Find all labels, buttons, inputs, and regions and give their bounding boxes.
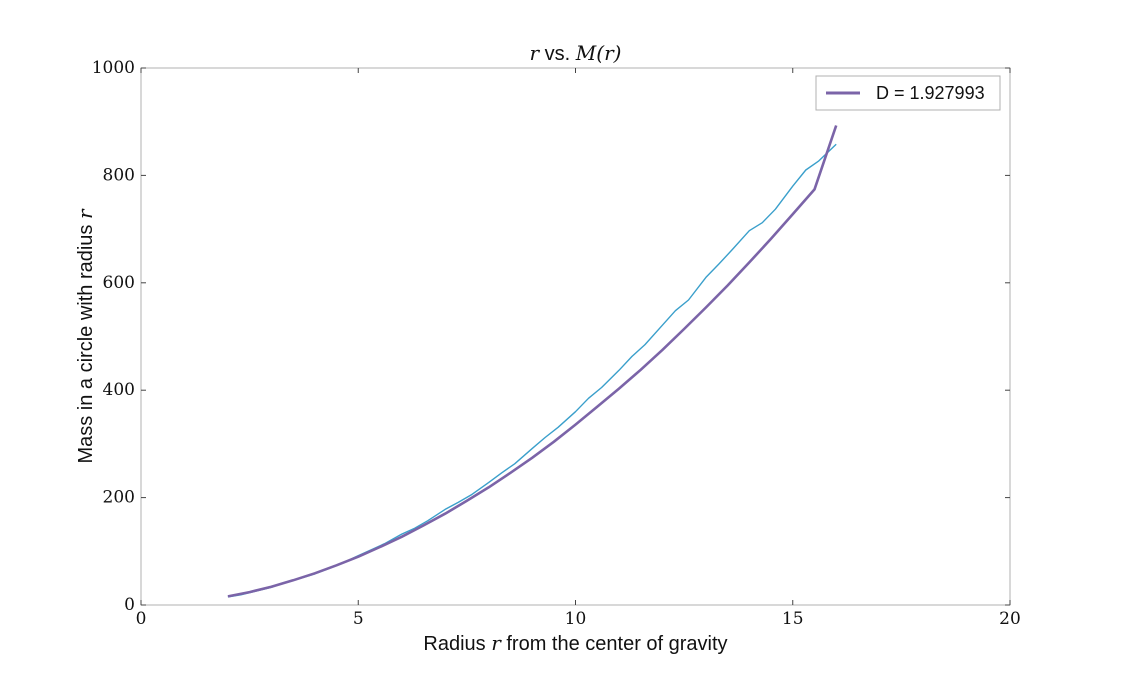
y-label-var: r xyxy=(73,208,97,219)
title-vs: vs. xyxy=(539,43,576,65)
x-tick-label: 0 xyxy=(136,609,147,629)
y-tick-label: 1000 xyxy=(92,58,135,78)
legend-label-fit: D = 1.927993 xyxy=(876,83,985,103)
y-tick-label: 0 xyxy=(124,595,135,615)
x-label-pre: Radius xyxy=(423,633,491,655)
plot-area xyxy=(140,67,1011,606)
y-tick-label: 400 xyxy=(103,380,135,400)
series-layer xyxy=(227,125,838,598)
y-axis-ticks: 0 200 400 600 800 1000 xyxy=(92,58,1010,615)
x-tick-label: 20 xyxy=(999,609,1021,629)
x-label-post: from the center of gravity xyxy=(501,633,728,655)
title-var: r xyxy=(530,41,541,65)
y-label-pre: Mass in a circle with radius xyxy=(75,219,97,464)
x-label-var: r xyxy=(491,631,502,655)
x-tick-label: 5 xyxy=(353,609,364,629)
chart-title: r vs. M(r) xyxy=(530,41,622,65)
fit-line xyxy=(227,125,838,598)
title-func: M(r) xyxy=(575,41,622,65)
x-tick-label: 10 xyxy=(565,609,587,629)
y-tick-label: 800 xyxy=(103,165,135,185)
y-axis-label: Mass in a circle with radius r xyxy=(73,208,97,464)
x-tick-label: 15 xyxy=(782,609,804,629)
y-tick-label: 200 xyxy=(103,488,135,508)
x-axis-label: Radius r from the center of gravity xyxy=(423,631,727,655)
x-axis-ticks: 0 5 10 15 20 xyxy=(136,68,1021,629)
y-tick-label: 600 xyxy=(103,273,135,293)
legend: D = 1.927993 xyxy=(815,75,1001,111)
